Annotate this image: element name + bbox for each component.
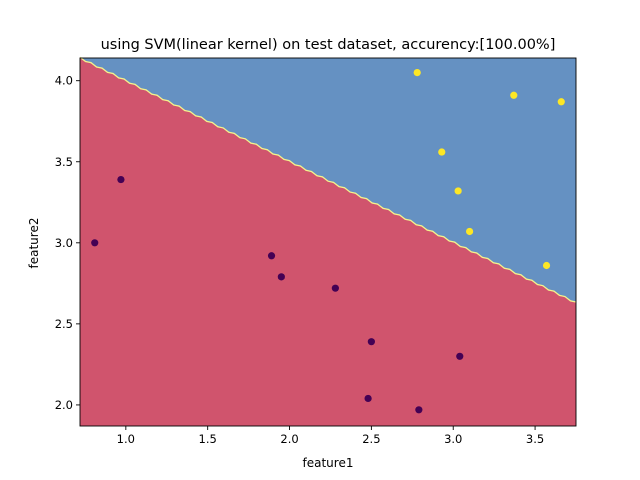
x-tick-label-2: 2.0 xyxy=(280,432,298,446)
y-tick-label-0: 2.0 xyxy=(55,398,73,412)
x-tick-label-1: 1.5 xyxy=(199,432,217,446)
plot-frame xyxy=(79,57,577,427)
x-tick-label-5: 3.5 xyxy=(526,432,544,446)
data-point-class1-4 xyxy=(454,187,462,195)
x-tick-label-4: 3.0 xyxy=(444,432,462,446)
region-below xyxy=(80,58,576,426)
data-point-class1-5 xyxy=(465,227,474,236)
data-point-class1-0 xyxy=(413,68,421,77)
x-axis: 1.0 1.5 2.0 2.5 3.0 3.5 xyxy=(117,426,544,446)
data-point-class0-6 xyxy=(364,394,372,403)
data-point-class1-2 xyxy=(557,98,565,106)
plot-area xyxy=(79,56,577,427)
y-tick-label-2: 3.0 xyxy=(55,236,73,250)
y-tick-label-3: 3.5 xyxy=(55,155,73,169)
x-axis-label: feature1 xyxy=(303,456,354,470)
data-point-class1-6 xyxy=(542,261,551,270)
data-point-class0-1 xyxy=(117,175,125,184)
data-point-class1-3 xyxy=(438,148,446,156)
data-point-class0-3 xyxy=(277,273,285,281)
y-axis-label: feature2 xyxy=(27,218,41,269)
data-point-class0-7 xyxy=(415,406,423,414)
data-point-class0-2 xyxy=(267,252,276,260)
decision-boundary-line xyxy=(79,56,577,303)
data-point-class0-5 xyxy=(367,338,375,346)
data-point-class1-1 xyxy=(510,91,518,99)
x-tick-label-0: 1.0 xyxy=(117,432,135,446)
data-point-class0-0 xyxy=(91,239,99,247)
data-point-class0-8 xyxy=(456,352,464,360)
chart-title: using SVM(linear kernel) on test dataset… xyxy=(101,37,556,53)
y-tick-label-4: 4.0 xyxy=(55,74,73,88)
y-axis: 2.0 2.5 3.0 3.5 4.0 xyxy=(55,74,80,412)
y-tick-label-1: 2.5 xyxy=(55,317,73,331)
data-point-class0-4 xyxy=(331,284,339,292)
x-tick-label-3: 2.5 xyxy=(362,432,380,446)
